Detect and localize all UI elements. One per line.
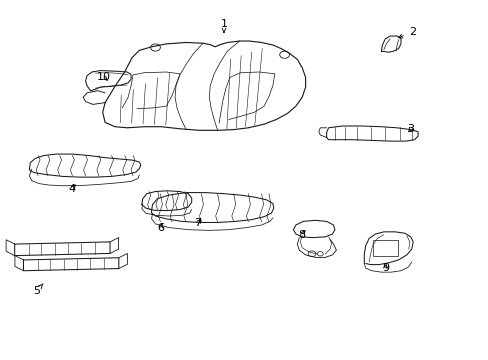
Text: 9: 9 [381, 263, 388, 273]
Text: 6: 6 [157, 222, 163, 233]
Text: 3: 3 [407, 124, 413, 134]
Text: 5: 5 [33, 284, 43, 296]
Text: 1: 1 [220, 19, 227, 32]
Text: 2: 2 [398, 27, 415, 38]
Text: 8: 8 [298, 230, 305, 240]
Text: 7: 7 [194, 218, 201, 228]
Text: 4: 4 [69, 184, 76, 194]
Text: 10: 10 [97, 72, 111, 82]
